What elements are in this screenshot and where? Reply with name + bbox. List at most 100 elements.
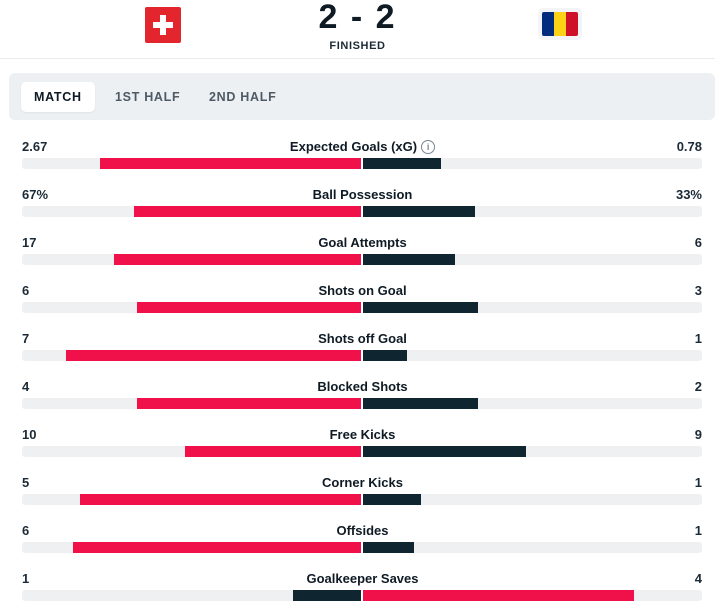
stat-row: 7 Shots off Goal 1	[0, 326, 715, 374]
home-value-offsides: 6	[22, 523, 30, 538]
home-bar	[99, 158, 361, 169]
away-value-goalkeeper-saves: 4	[694, 571, 702, 586]
match-header: 2 - 2 FINISHED	[0, 0, 715, 59]
flag-cross-horizontal	[153, 22, 173, 28]
away-value-goal-attempts: 6	[694, 235, 702, 250]
switzerland-flag-icon[interactable]	[145, 7, 181, 43]
home-track	[22, 158, 361, 169]
stat-label-text: Shots off Goal	[318, 331, 407, 346]
away-bar	[363, 206, 475, 217]
match-score: 2 - 2	[318, 0, 397, 36]
flag-stripe-red	[566, 12, 578, 36]
stat-label-text: Goal Attempts	[318, 235, 407, 250]
home-value-shots-on-goal: 6	[22, 283, 30, 298]
stat-label-text: Free Kicks	[329, 427, 396, 442]
home-track	[22, 494, 361, 505]
home-value-expected-goals-xg: 2.67	[22, 139, 48, 154]
match-status: FINISHED	[329, 40, 386, 52]
away-track	[363, 542, 702, 553]
home-bar	[72, 542, 361, 553]
stat-row: 5 Corner Kicks 1	[0, 470, 715, 518]
stat-label-corner-kicks: Corner Kicks	[0, 475, 715, 490]
away-bar	[363, 254, 455, 265]
stats-list: 2.67 Expected Goals (xG) i 0.78 67% Ball Poss…	[0, 134, 715, 614]
flag-stripe-blue	[542, 12, 554, 36]
home-value-shots-off-goal: 7	[22, 331, 30, 346]
away-bar	[363, 494, 421, 505]
home-value-goalkeeper-saves: 1	[22, 571, 30, 586]
home-bar	[79, 494, 361, 505]
away-track	[363, 302, 702, 313]
stat-row: 4 Blocked Shots 2	[0, 374, 715, 422]
away-value-ball-possession: 33%	[675, 187, 702, 202]
stat-label-shots-on-goal: Shots on Goal	[0, 283, 715, 298]
home-bar	[66, 350, 361, 361]
home-bar	[184, 446, 361, 457]
home-value-corner-kicks: 5	[22, 475, 30, 490]
home-track	[22, 206, 361, 217]
romania-flag-icon[interactable]	[542, 12, 578, 36]
stat-label-text: Shots on Goal	[318, 283, 407, 298]
away-bar	[363, 542, 414, 553]
period-tabs: MATCH 1ST HALF 2ND HALF	[9, 73, 715, 120]
stat-label-text: Goalkeeper Saves	[306, 571, 419, 586]
away-value-free-kicks: 9	[694, 427, 702, 442]
stat-label-expected-goals-xg: Expected Goals (xG) i	[0, 139, 715, 154]
stat-label-blocked-shots: Blocked Shots	[0, 379, 715, 394]
stat-label-shots-off-goal: Shots off Goal	[0, 331, 715, 346]
flag-stripe-yellow	[554, 12, 566, 36]
away-track	[363, 446, 702, 457]
home-track	[22, 254, 361, 265]
away-track	[363, 590, 702, 601]
away-bar	[363, 590, 635, 601]
stat-label-text: Expected Goals (xG)	[289, 139, 418, 154]
away-bar	[363, 446, 526, 457]
home-track	[22, 350, 361, 361]
stat-label-text: Ball Possession	[312, 187, 413, 202]
stat-label-goalkeeper-saves: Goalkeeper Saves	[0, 571, 715, 586]
away-track	[363, 350, 702, 361]
tab-match[interactable]: MATCH	[21, 82, 95, 112]
home-track	[22, 302, 361, 313]
home-track	[22, 398, 361, 409]
away-track	[363, 206, 702, 217]
home-bar	[113, 254, 361, 265]
home-track	[22, 446, 361, 457]
stat-row: 6 Shots on Goal 3	[0, 278, 715, 326]
away-value-shots-on-goal: 3	[694, 283, 702, 298]
home-bar	[137, 398, 361, 409]
stat-label-goal-attempts: Goal Attempts	[0, 235, 715, 250]
info-icon[interactable]: i	[421, 140, 436, 154]
home-value-free-kicks: 10	[22, 427, 37, 442]
away-track	[363, 254, 702, 265]
stat-label-offsides: Offsides	[0, 523, 715, 538]
tab-2nd-half[interactable]: 2ND HALF	[209, 90, 277, 104]
stat-row: 1 Goalkeeper Saves 4	[0, 566, 715, 614]
tab-1st-half[interactable]: 1ST HALF	[115, 90, 181, 104]
home-value-goal-attempts: 17	[22, 235, 37, 250]
away-value-blocked-shots: 2	[694, 379, 702, 394]
away-bar	[363, 158, 441, 169]
home-track	[22, 542, 361, 553]
away-track	[363, 398, 702, 409]
stat-label-text: Corner Kicks	[322, 475, 403, 490]
away-bar	[363, 302, 479, 313]
stat-row: 10 Free Kicks 9	[0, 422, 715, 470]
home-bar	[137, 302, 361, 313]
away-track	[363, 158, 702, 169]
away-track	[363, 494, 702, 505]
stat-row: 67% Ball Possession 33%	[0, 182, 715, 230]
away-value-shots-off-goal: 1	[694, 331, 702, 346]
stat-label-free-kicks: Free Kicks	[0, 427, 715, 442]
home-value-ball-possession: 67%	[22, 187, 49, 202]
home-value-blocked-shots: 4	[22, 379, 30, 394]
away-value-offsides: 1	[694, 523, 702, 538]
stat-row: 17 Goal Attempts 6	[0, 230, 715, 278]
home-bar	[293, 590, 361, 601]
home-bar	[133, 206, 361, 217]
stat-label-text: Blocked Shots	[317, 379, 408, 394]
away-value-expected-goals-xg: 0.78	[676, 139, 702, 154]
stat-row: 2.67 Expected Goals (xG) i 0.78	[0, 134, 715, 182]
away-bar	[363, 350, 408, 361]
stat-label-ball-possession: Ball Possession	[0, 187, 715, 202]
